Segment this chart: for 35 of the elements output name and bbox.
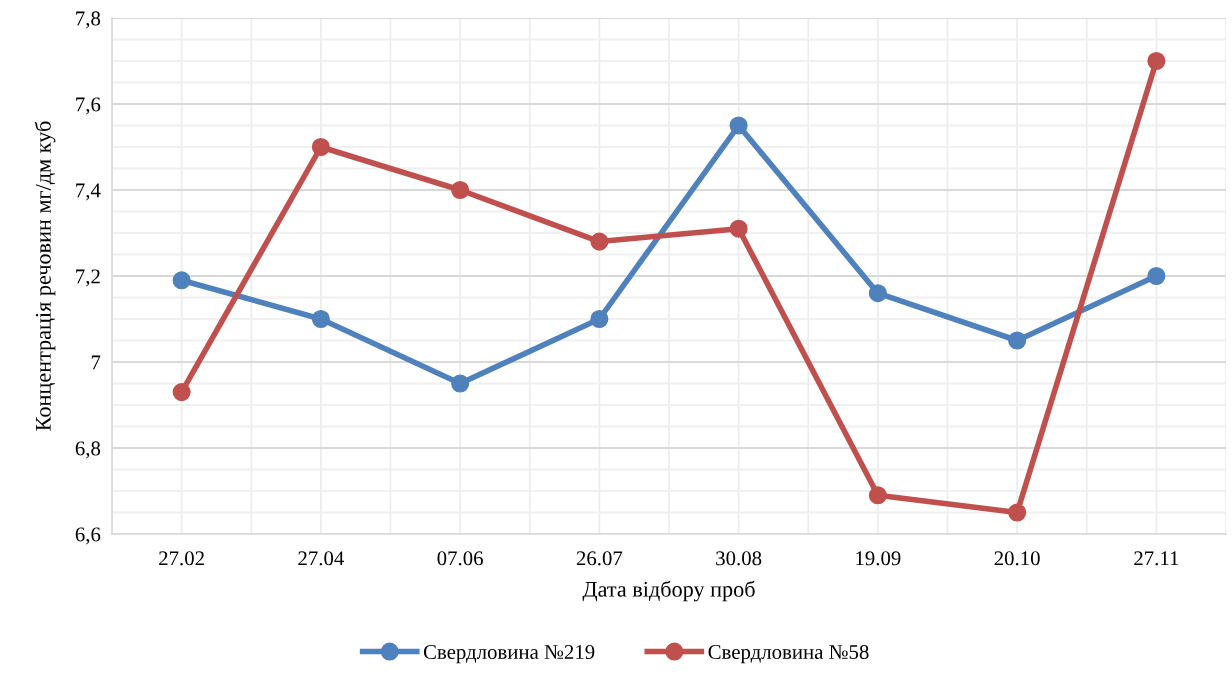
point bbox=[311, 309, 330, 329]
point bbox=[451, 180, 470, 200]
point bbox=[311, 137, 330, 157]
y-tick-label: 6,6 bbox=[75, 527, 101, 545]
point bbox=[868, 486, 887, 505]
point bbox=[1008, 331, 1027, 350]
point bbox=[590, 232, 609, 251]
y-tick-label: 7,2 bbox=[76, 269, 100, 287]
y-tick-label: 7 bbox=[91, 355, 101, 370]
point bbox=[590, 309, 609, 329]
x-axis-title: Дата відбору проб bbox=[582, 580, 755, 602]
point bbox=[729, 219, 748, 238]
x-tick-label: 19.09 bbox=[856, 551, 901, 566]
x-tick-label: 30.08 bbox=[716, 551, 762, 566]
y-axis-title: Концентрація речовин мг/дм куб bbox=[34, 121, 56, 431]
x-tick-label: 27.04 bbox=[298, 551, 344, 566]
x-tick-label: 07.06 bbox=[437, 551, 483, 566]
y-tick-label: 6,8 bbox=[75, 441, 101, 459]
x-tick-label: 26.07 bbox=[576, 551, 623, 566]
y-tick-label: 7,4 bbox=[76, 183, 101, 201]
y-tick-label: 7,8 bbox=[76, 11, 101, 29]
x-tick-label: 20.10 bbox=[994, 551, 1040, 566]
legend-label: Свердловина №58 bbox=[708, 644, 869, 664]
point bbox=[1008, 503, 1027, 522]
point bbox=[172, 383, 191, 402]
point bbox=[1147, 266, 1166, 286]
y-tick-label: 7,6 bbox=[76, 97, 101, 115]
point bbox=[172, 271, 191, 290]
x-tick-label: 27.11 bbox=[1134, 551, 1179, 566]
point bbox=[729, 116, 748, 135]
point bbox=[868, 284, 887, 303]
point bbox=[451, 374, 470, 393]
x-tick-label: 27.02 bbox=[159, 551, 204, 566]
point bbox=[1147, 51, 1166, 71]
legend-label: Свердловина №219 bbox=[423, 645, 595, 664]
